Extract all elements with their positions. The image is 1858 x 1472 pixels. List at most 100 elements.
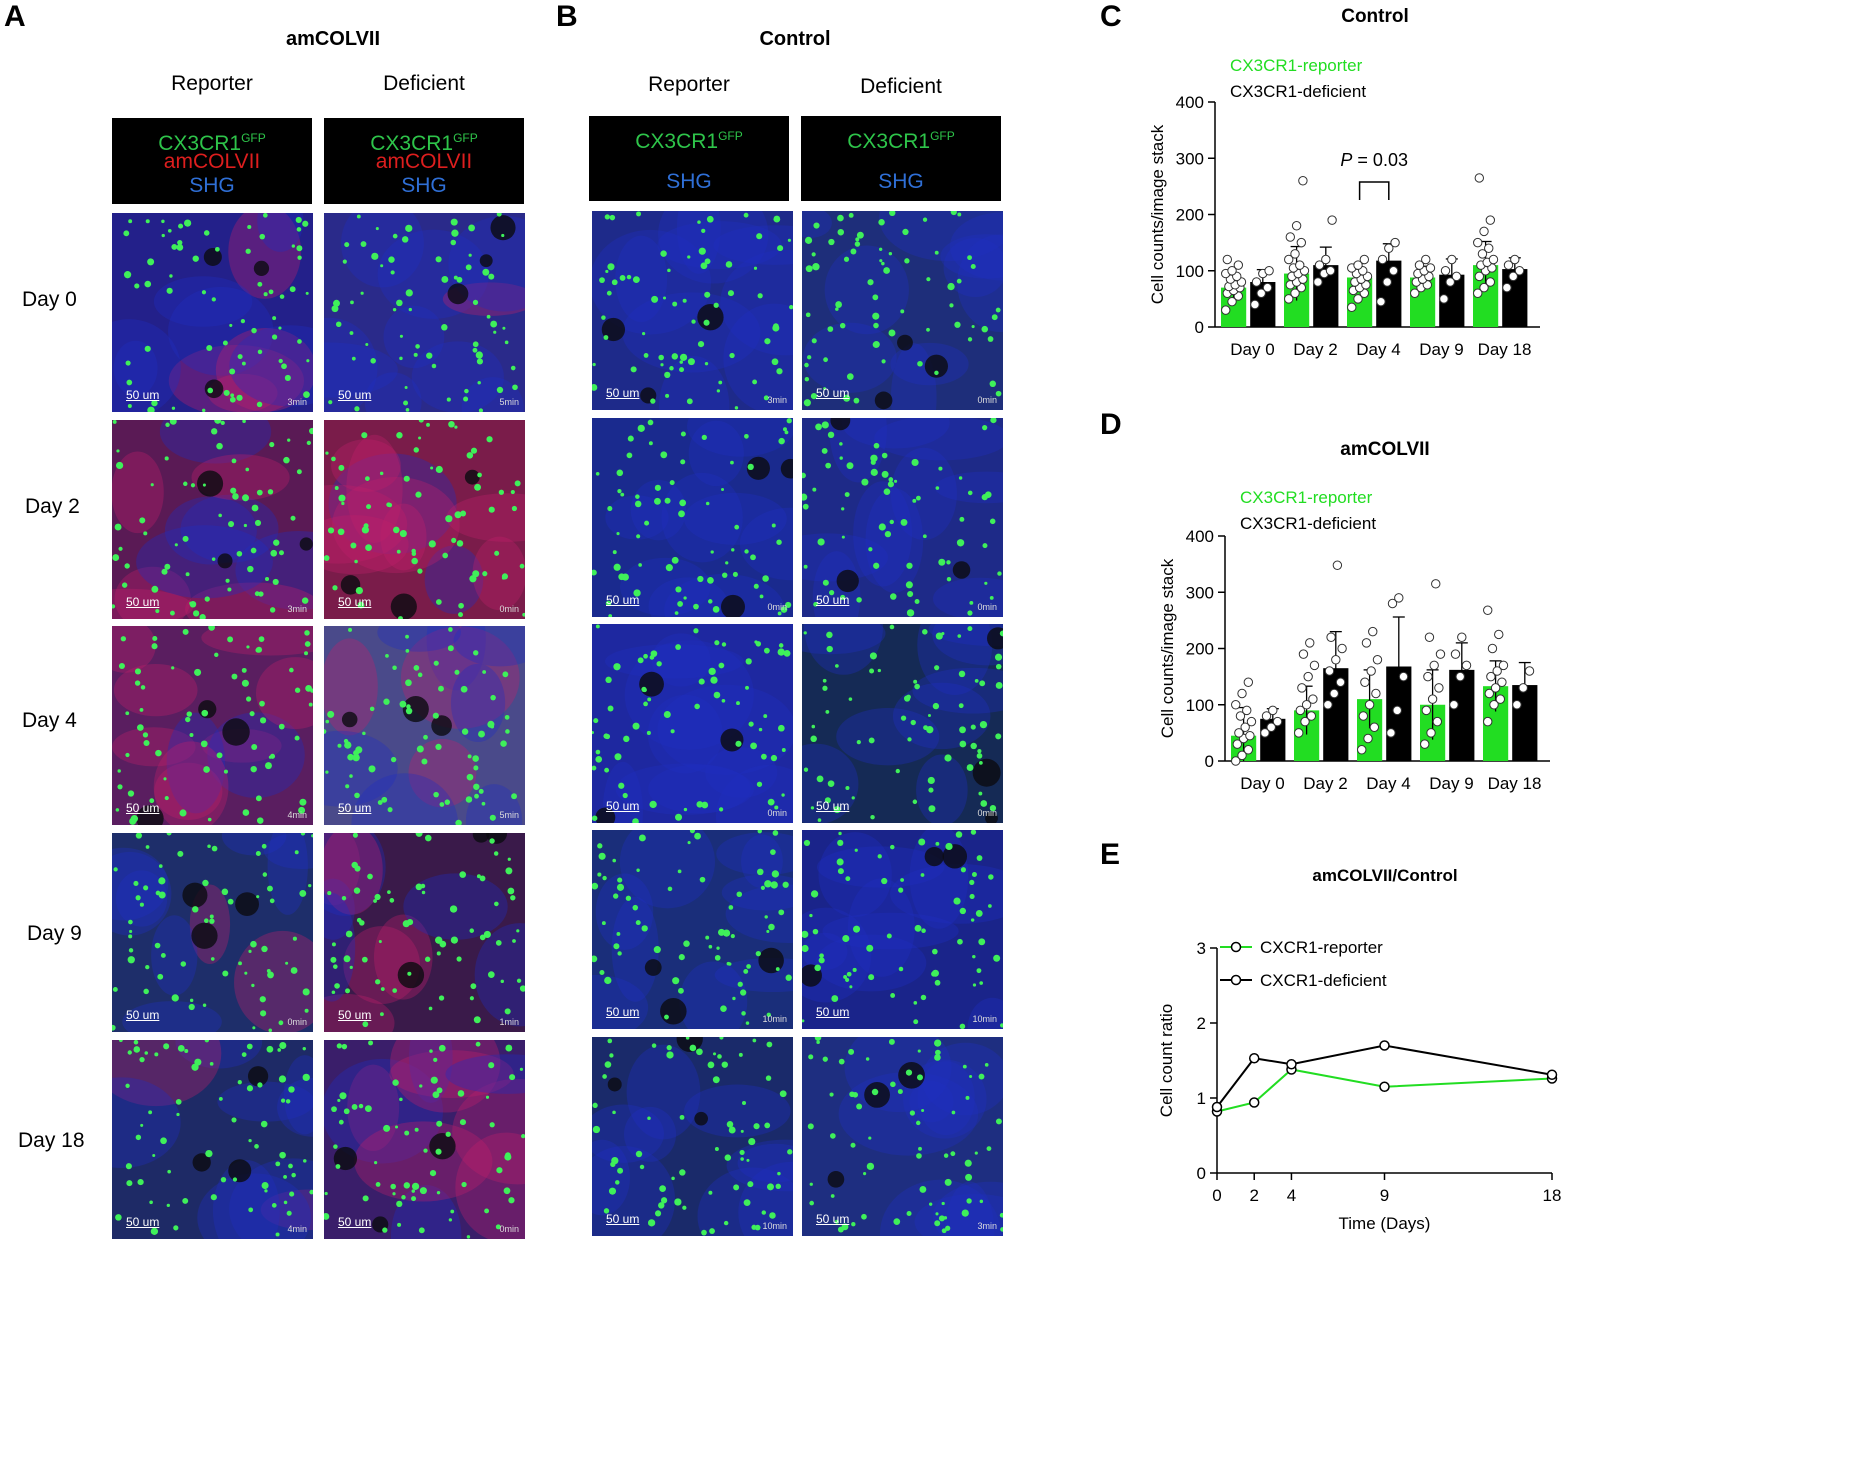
- chart-amcolvii: amCOLVIICX3CR1-reporterCX3CR1-deficient0…: [1158, 439, 1550, 793]
- micrograph-cell: [606, 290, 612, 296]
- micrograph-cell: [971, 872, 977, 878]
- micrograph-cell: [613, 663, 621, 671]
- micrograph-cell: [227, 587, 232, 592]
- micrograph-cell: [516, 929, 520, 933]
- micrograph-cell: [938, 1215, 945, 1222]
- micrograph-cell: [822, 1056, 828, 1062]
- micrograph-cell: [294, 850, 299, 855]
- micrograph-cell: [333, 299, 340, 307]
- micrograph-cell: [279, 1151, 286, 1159]
- micrograph-cell: [851, 1221, 856, 1227]
- micrograph-cell: [361, 432, 368, 439]
- micrograph-cell: [134, 668, 142, 675]
- data-point: [1524, 666, 1535, 676]
- micrograph-cell: [232, 493, 239, 500]
- micrograph-cell: [459, 871, 467, 878]
- micrograph-cell: [264, 1189, 268, 1193]
- micrograph-cell: [805, 312, 811, 318]
- micrograph-bg: [592, 1037, 793, 1236]
- data-point: [1379, 1081, 1390, 1092]
- micrograph-cell: [511, 505, 517, 512]
- micrograph-image: [112, 626, 313, 825]
- micrograph-cell: [207, 387, 214, 394]
- micrograph-cell: [488, 273, 495, 280]
- micrograph-cell: [605, 269, 609, 274]
- micrograph-cell: [821, 447, 828, 454]
- micrograph-cell: [304, 1008, 309, 1013]
- micrograph-cell: [503, 1187, 511, 1195]
- micrograph-cell: [687, 255, 691, 259]
- micrograph-blob: [221, 833, 287, 856]
- micrograph-cell: [908, 582, 912, 587]
- y-tick-label: 100: [1186, 696, 1214, 715]
- micrograph-cell: [868, 547, 873, 552]
- micrograph-cell: [605, 676, 612, 684]
- micrograph-cell: [750, 554, 756, 561]
- micrograph-cell: [278, 358, 283, 364]
- micrograph-cell: [308, 702, 313, 707]
- micrograph-cell: [647, 1219, 656, 1227]
- micrograph-cell: [481, 801, 486, 806]
- micrograph-cell: [473, 783, 480, 790]
- micrograph-cell: [850, 248, 857, 255]
- micrograph-cell: [918, 1146, 922, 1151]
- row-label-day9: Day 9: [27, 922, 82, 945]
- micrograph-cell: [927, 776, 935, 785]
- legend-gfp-sup: GFP: [241, 131, 266, 145]
- micrograph-blob: [324, 833, 383, 915]
- micrograph-cell: [392, 988, 398, 993]
- micrograph-cell: [165, 422, 170, 427]
- micrograph-blob: [648, 577, 729, 617]
- micrograph-cell: [912, 498, 917, 503]
- micrograph-cell: [405, 679, 412, 687]
- panel-b-col-reporter: Reporter: [648, 73, 730, 96]
- micrograph-cell: [417, 568, 423, 574]
- micrograph-cell: [595, 755, 603, 763]
- micrograph-cell: [677, 601, 683, 607]
- micrograph-cell: [338, 1119, 344, 1125]
- micrograph-cell: [824, 797, 831, 804]
- micrograph-image: [112, 1040, 313, 1239]
- micrograph-cell: [388, 256, 395, 263]
- micrograph-blob: [824, 245, 909, 335]
- micrograph-blob: [615, 763, 754, 815]
- micrograph-a-reporter: 50 um 4min: [112, 1040, 313, 1239]
- micrograph-cell: [913, 1019, 919, 1025]
- micrograph-cell: [678, 954, 685, 961]
- micrograph-blob: [114, 566, 191, 619]
- micrograph-cell: [218, 513, 222, 518]
- micrograph-cell: [670, 729, 675, 734]
- row-label-day2: Day 2: [25, 495, 80, 518]
- data-point: [1445, 277, 1455, 287]
- micrograph-cell: [331, 990, 336, 995]
- micrograph-cell: [638, 834, 646, 842]
- micrograph-cell: [126, 1180, 133, 1187]
- micrograph-blob: [716, 832, 793, 876]
- micrograph-cell: [301, 597, 309, 604]
- micrograph-cell: [920, 873, 925, 877]
- micrograph-cell: [171, 994, 179, 1002]
- legend-gfp-label: CX3CR1: [847, 130, 931, 153]
- micrograph-cell: [461, 728, 469, 735]
- micrograph-blob: [802, 932, 848, 971]
- micrograph-blob: [921, 1042, 1003, 1116]
- micrograph-cell: [592, 1102, 598, 1108]
- legend-shg-label: SHG: [189, 174, 235, 197]
- y-tick-label: 0: [1195, 318, 1204, 337]
- micrograph-cell: [370, 358, 376, 364]
- micrograph-cell: [592, 765, 597, 771]
- micrograph-blob: [351, 773, 459, 825]
- micrograph-cell: [601, 315, 606, 320]
- micrograph-cell: [380, 264, 384, 268]
- micrograph-cell: [222, 340, 228, 346]
- micrograph-cell: [176, 244, 184, 251]
- micrograph-blob: [185, 582, 313, 619]
- micrograph-cell: [345, 988, 351, 994]
- data-point: [1243, 745, 1254, 755]
- micrograph-cell: [505, 867, 513, 875]
- micrograph-cell: [325, 719, 330, 724]
- micrograph-cell: [342, 259, 347, 264]
- micrograph-cell: [183, 481, 188, 487]
- micrograph-cell: [995, 682, 1003, 689]
- micrograph-cell: [405, 289, 413, 297]
